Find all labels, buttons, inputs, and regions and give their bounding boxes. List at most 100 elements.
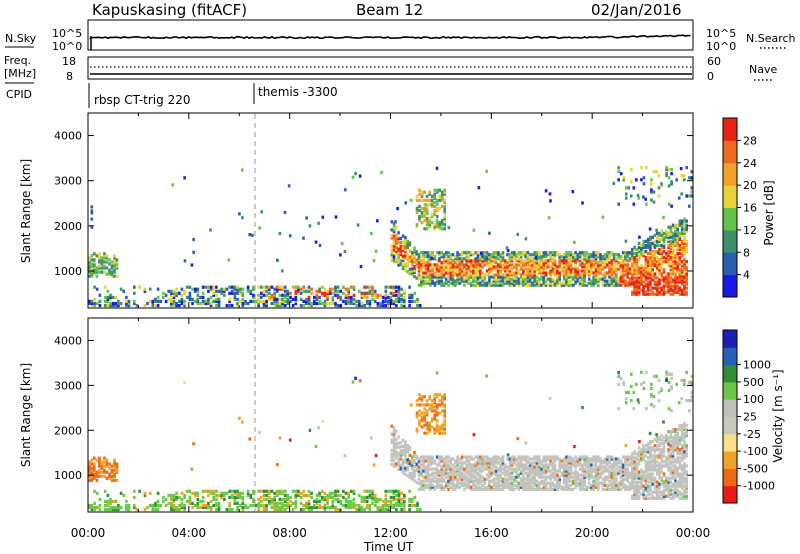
range-gate-cell <box>93 301 96 306</box>
range-gate-cell <box>617 279 620 283</box>
range-gate-cell <box>510 253 514 257</box>
range-gate-cell <box>651 272 654 276</box>
range-gate-cell <box>597 471 600 475</box>
range-gate-cell <box>535 265 539 269</box>
range-gate-cell <box>683 221 686 225</box>
range-gate-cell <box>662 216 665 220</box>
range-gate-cell <box>597 473 600 477</box>
range-gate-cell <box>368 285 372 289</box>
range-gate-cell <box>524 261 527 265</box>
range-gate-cell <box>585 267 589 271</box>
range-gate-cell <box>395 489 398 493</box>
range-gate-cell <box>410 461 414 465</box>
range-gate-cell <box>275 303 279 308</box>
range-gate-cell <box>294 291 298 295</box>
range-gate-cell <box>662 436 666 440</box>
freq-tick-high: 18 <box>62 55 76 68</box>
range-gate-cell <box>154 501 157 505</box>
range-gate-cell <box>531 261 534 265</box>
range-gate-cell <box>447 271 450 275</box>
range-gate-cell <box>615 483 618 487</box>
range-gate-cell <box>665 252 668 256</box>
range-gate-cell <box>497 479 500 483</box>
range-gate-cell <box>368 301 372 306</box>
range-gate-cell <box>526 251 530 255</box>
range-gate-cell <box>505 246 509 250</box>
range-gate-cell <box>204 505 208 510</box>
range-gate-cell <box>465 471 468 475</box>
range-gate-cell <box>590 281 593 285</box>
range-gate-cell <box>594 259 598 263</box>
range-gate-cell <box>302 507 305 512</box>
range-gate-cell <box>669 292 673 296</box>
range-gate-cell <box>458 261 462 265</box>
range-gate-cell <box>662 250 666 254</box>
range-gate-cell <box>578 483 582 487</box>
range-gate-cell <box>544 469 548 473</box>
range-gate-cell <box>113 478 116 482</box>
range-gate-cell <box>538 483 541 487</box>
range-gate-cell <box>260 210 263 214</box>
range-gate-cell <box>371 489 374 493</box>
range-gate-cell <box>344 293 348 297</box>
range-gate-cell <box>633 452 636 456</box>
range-gate-cell <box>635 178 638 182</box>
range-gate-cell <box>410 465 414 469</box>
range-gate-cell <box>562 473 566 477</box>
range-gate-cell <box>549 463 552 467</box>
range-gate-cell <box>644 448 648 452</box>
range-gate-cell <box>658 470 661 474</box>
range-gate-cell <box>662 268 666 272</box>
range-gate-cell <box>201 505 205 510</box>
range-gate-cell <box>392 238 396 242</box>
range-gate-cell <box>658 454 661 458</box>
range-gate-cell <box>510 267 514 271</box>
range-gate-cell <box>660 260 664 264</box>
range-gate-cell <box>360 495 364 499</box>
range-gate-cell <box>143 493 147 497</box>
range-gate-cell <box>503 469 507 473</box>
range-gate-cell <box>633 256 636 260</box>
range-gate-cell <box>651 262 654 266</box>
range-gate-cell <box>172 495 176 499</box>
range-gate-cell <box>204 489 208 493</box>
range-gate-cell <box>389 489 393 493</box>
range-gate-cell <box>637 458 641 462</box>
range-gate-cell <box>403 289 406 293</box>
range-gate-cell <box>655 231 659 235</box>
range-gate-cell <box>531 281 534 285</box>
range-gate-cell <box>653 460 657 464</box>
range-gate-cell <box>207 289 210 293</box>
range-gate-cell <box>572 255 575 259</box>
range-gate-cell <box>560 261 564 265</box>
range-gate-cell <box>387 303 390 308</box>
range-gate-cell <box>133 495 136 499</box>
range-gate-cell <box>492 465 496 469</box>
range-gate-cell <box>410 475 414 479</box>
range-gate-cell <box>469 455 473 459</box>
range-gate-cell <box>449 471 453 475</box>
range-gate-cell <box>592 283 595 287</box>
range-gate-cell <box>115 464 119 468</box>
range-gate-cell <box>395 444 398 448</box>
range-gate-cell <box>305 216 308 220</box>
range-gate-cell <box>447 279 450 283</box>
range-gate-cell <box>624 186 628 190</box>
range-gate-cell <box>415 194 419 198</box>
range-gate-cell <box>125 301 128 306</box>
range-gate-cell <box>649 274 652 278</box>
range-gate-cell <box>449 467 453 471</box>
range-gate-cell <box>458 475 462 479</box>
range-gate-cell <box>669 280 673 284</box>
range-gate-cell <box>185 489 189 493</box>
range-gate-cell <box>458 263 462 267</box>
range-gate-cell <box>606 461 609 465</box>
range-gate-cell <box>170 299 173 303</box>
range-gate-cell <box>652 170 656 174</box>
range-gate-cell <box>433 200 436 204</box>
range-gate-cell <box>590 487 593 491</box>
range-gate-cell <box>517 271 521 275</box>
range-gate-cell <box>180 503 184 508</box>
range-gate-cell <box>476 467 480 471</box>
range-gate-cell <box>328 505 332 510</box>
